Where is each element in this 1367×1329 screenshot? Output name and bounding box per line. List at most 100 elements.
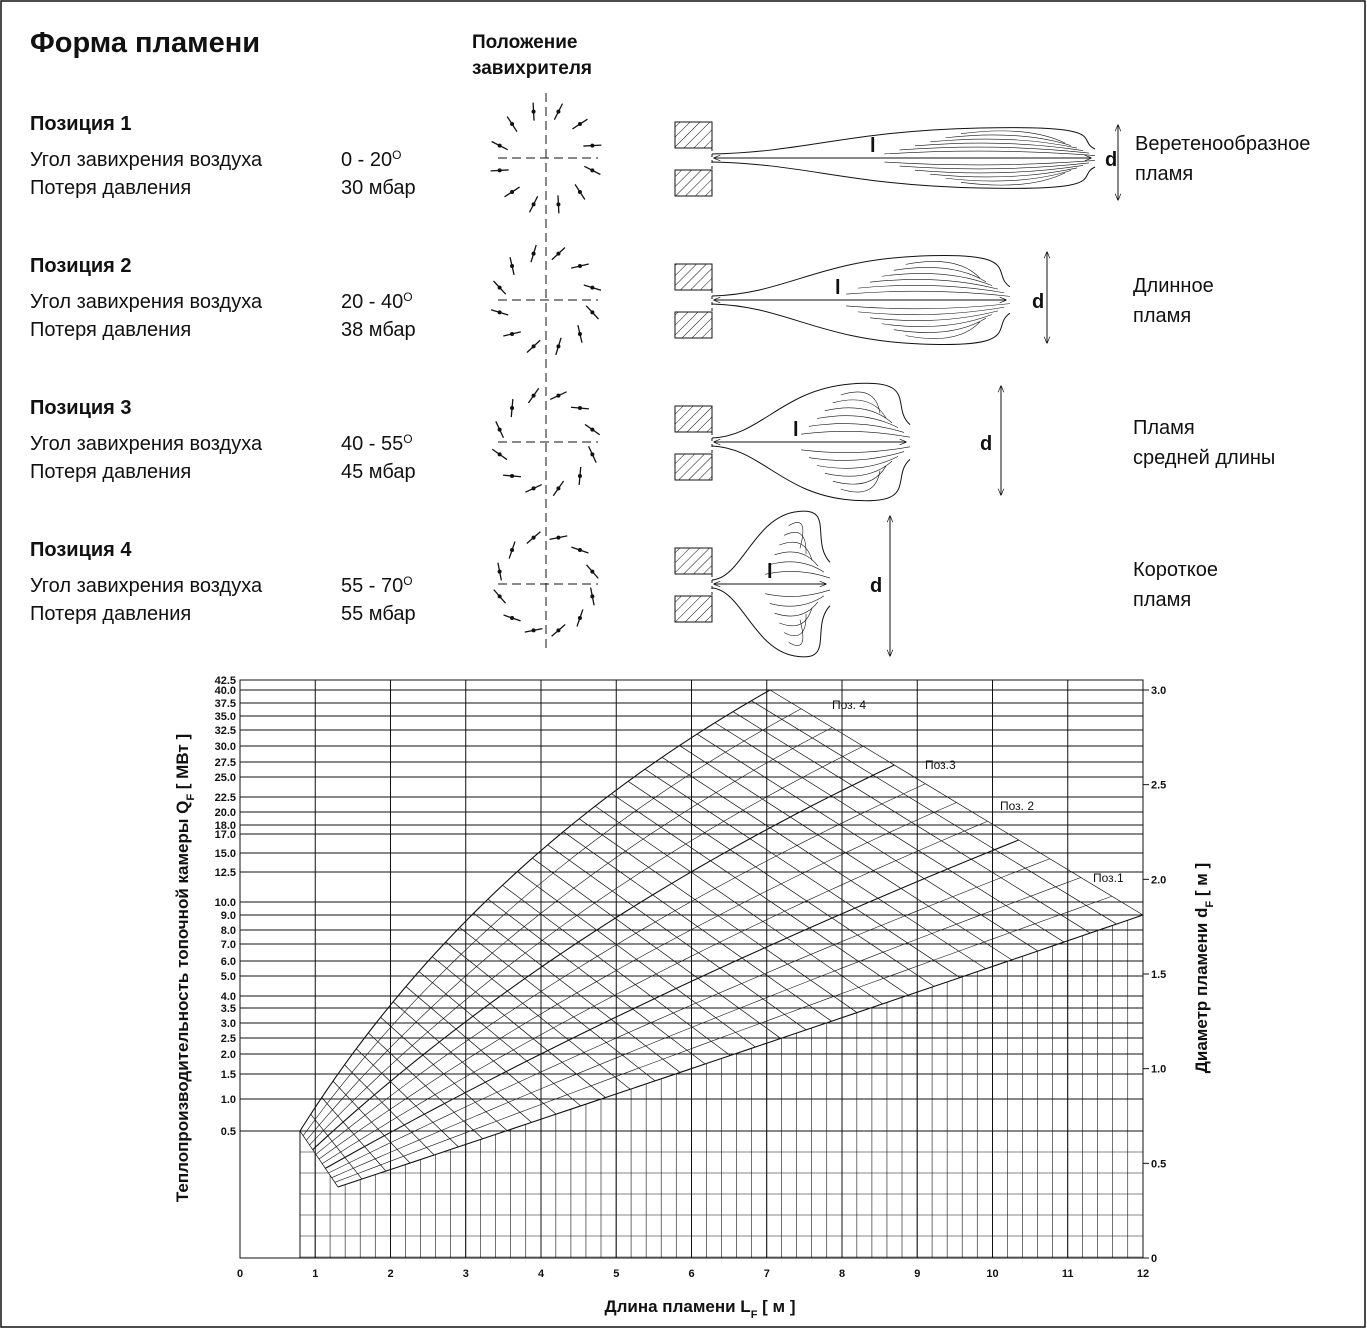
flame-edge (712, 588, 830, 657)
y2-tick-label: 2.5 (1151, 780, 1166, 792)
position-curve (313, 765, 895, 1150)
y2-axis-title-unit: [ м ] (1192, 863, 1211, 901)
y-tick-label: 1.5 (221, 1069, 236, 1081)
angle-label: Угол завихрения воздуха (30, 575, 263, 597)
burner-wall (675, 264, 712, 290)
flame-tongue (825, 461, 892, 476)
flame-tongue (841, 392, 880, 413)
position-name: Позиция 2 (30, 255, 132, 277)
burner-wall (675, 312, 712, 338)
angle-value: 55 - 70O (341, 574, 413, 597)
fan-net (579, 819, 857, 1013)
frame (1, 1, 1365, 1327)
y2-tick-label: 1.0 (1151, 1064, 1166, 1076)
vane-pivot (578, 190, 582, 194)
loss-value: 30 мбар (341, 177, 416, 199)
fan-net (645, 769, 960, 977)
x-tick-label: 7 (764, 1268, 770, 1280)
vane-pivot (590, 144, 594, 148)
y-tick-label: 15.0 (215, 848, 236, 860)
vane-pivot (556, 252, 560, 256)
burner-wall (675, 548, 712, 574)
position-name: Позиция 4 (30, 539, 132, 561)
flame-edge (712, 128, 1095, 154)
y-tick-label: 7.0 (221, 939, 236, 951)
y-tick-label: 10.0 (215, 897, 236, 909)
degree: O (392, 148, 401, 162)
y-tick-label: 25.0 (215, 772, 236, 784)
flame-diameter-symbol: d (870, 575, 882, 597)
vane-pivot (498, 168, 502, 172)
vane-pivot (590, 570, 594, 574)
x-axis-title-unit: [ м ] (757, 1297, 795, 1316)
vane-pivot (532, 628, 536, 632)
x-axis-title-main: Длина пламени L (605, 1297, 751, 1316)
vane-pivot (556, 202, 560, 206)
y-tick-label: 32.5 (215, 725, 236, 737)
angle-value: 0 - 20O (341, 148, 402, 171)
angle-range: 55 - 70 (341, 575, 403, 597)
burner-wall (675, 454, 712, 480)
flame-tongue (779, 608, 812, 626)
flame-length-symbol: l (870, 135, 876, 157)
flame-diameter-symbol: d (1105, 149, 1117, 171)
degree: O (403, 432, 412, 446)
x-tick-label: 3 (463, 1268, 469, 1280)
vane-pivot (590, 452, 594, 456)
vane-pivot (556, 486, 560, 490)
fan-net (733, 712, 1090, 933)
angle-label: Угол завихрения воздуха (30, 291, 263, 313)
flame-tongue (882, 315, 992, 327)
flame-tongue (961, 131, 1065, 143)
y2-tick-label: 0.5 (1151, 1158, 1166, 1170)
angle-value: 40 - 55O (341, 432, 413, 455)
flame-tongue (825, 408, 892, 423)
position-curve (300, 690, 770, 1131)
vane-pivot (590, 286, 594, 290)
vane-pivot (532, 110, 536, 114)
x-axis-title: Длина пламени LF [ м ] (605, 1297, 796, 1321)
vane-pivot (510, 548, 514, 552)
y-tick-label: 3.5 (221, 1003, 236, 1015)
loss-label: Потеря давления (30, 603, 191, 625)
flame-type: средней длины (1133, 447, 1275, 469)
flame-type: пламя (1133, 305, 1191, 327)
vane-pivot (590, 310, 594, 314)
vane-pivot (578, 616, 582, 620)
angle-range: 40 - 55 (341, 433, 403, 455)
x-tick-label: 8 (839, 1268, 845, 1280)
y-tick-label: 35.0 (215, 711, 236, 723)
flame-type: пламя (1133, 589, 1191, 611)
flame-type: пламя (1135, 163, 1193, 185)
y2-tick-label: 3.0 (1151, 685, 1166, 697)
fan-net (770, 690, 1143, 915)
flame-length-symbol: l (793, 419, 799, 441)
swirler-heading: завихрителя (472, 58, 592, 79)
y2-tick-label: 2.0 (1151, 874, 1166, 886)
y-tick-label: 4.0 (221, 991, 236, 1003)
loss-value: 55 мбар (341, 603, 416, 625)
curve-label: Поз.1 (1093, 871, 1124, 885)
flame-tongue (809, 424, 904, 433)
flame-tongue (765, 590, 830, 597)
burner-wall (675, 170, 712, 196)
flame-tongue (801, 431, 910, 437)
vane-pivot (498, 144, 502, 148)
vane-pivot (556, 394, 560, 398)
y-tick-label: 40.0 (215, 685, 236, 697)
fan-net (333, 1081, 410, 1163)
vane-pivot (578, 264, 582, 268)
y-tick-label: 30.0 (215, 741, 236, 753)
flame-tongue (789, 620, 803, 646)
vane-pivot (578, 332, 582, 336)
y-tick-label: 8.0 (221, 925, 236, 937)
fan-net (322, 1098, 386, 1172)
vane-pivot (556, 110, 560, 114)
fan-net (306, 728, 832, 1141)
loss-value: 45 мбар (341, 461, 416, 483)
curve-label: Поз.3 (925, 758, 956, 772)
flame-edge (712, 255, 1010, 296)
y-tick-label: 6.0 (221, 956, 236, 968)
vane-pivot (498, 428, 502, 432)
flame-length-symbol: l (835, 277, 841, 299)
